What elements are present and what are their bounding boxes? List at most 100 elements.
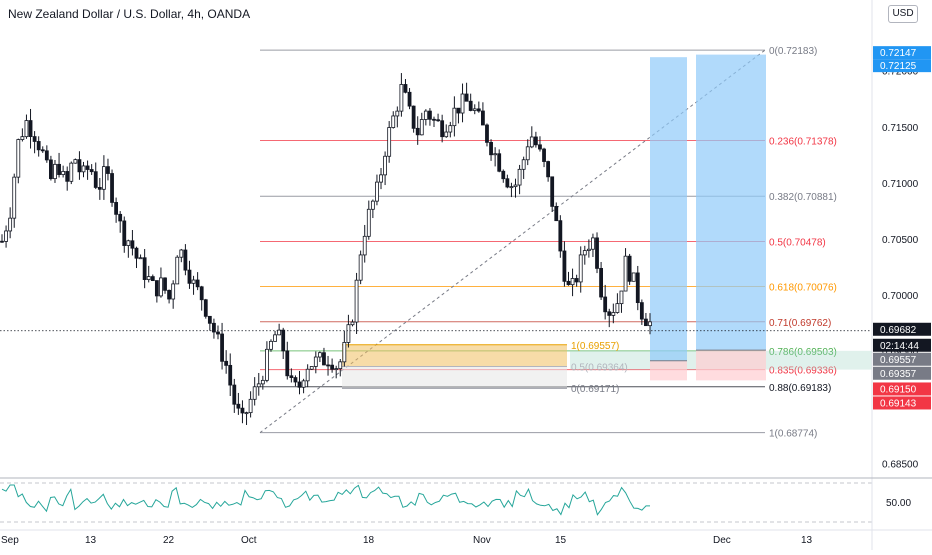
candle-body <box>411 105 416 129</box>
candle-body <box>485 124 489 143</box>
candle-body <box>591 237 595 250</box>
candle-body <box>8 217 13 232</box>
fib-level-label: 0.236(0.71378) <box>769 136 837 147</box>
price-label: 0.72125 <box>880 61 917 72</box>
box-fib-label: 1(0.69557) <box>571 341 619 352</box>
candles <box>0 73 652 425</box>
candle-body <box>32 136 37 142</box>
candle-body <box>358 254 363 281</box>
candle-body <box>342 342 347 363</box>
candle-body <box>16 139 21 178</box>
candle-body <box>399 84 404 112</box>
candle-body <box>607 311 612 316</box>
candle-body <box>40 149 45 152</box>
projection-loss-zone[interactable] <box>650 360 687 381</box>
candle-body <box>305 368 310 382</box>
candle-body <box>212 322 216 333</box>
candle-body <box>582 250 587 256</box>
candle-body <box>493 153 498 156</box>
candle-body <box>65 171 70 182</box>
candle-body <box>497 153 502 172</box>
candle-body <box>472 108 477 111</box>
candle-body <box>73 159 78 164</box>
price-label: 0.69357 <box>880 369 917 380</box>
box-fib-upper-zone <box>342 344 567 367</box>
time-tick-label: 13 <box>801 535 813 546</box>
box-fib-lower-zone <box>342 366 567 389</box>
price-label: 0.69143 <box>880 398 917 409</box>
candle-body <box>273 334 277 342</box>
time-tick-label: 18 <box>363 535 375 546</box>
candle-body <box>93 171 98 188</box>
candle-body <box>154 280 159 297</box>
candle-body <box>570 278 575 286</box>
projection-profit-zone[interactable] <box>650 57 687 361</box>
price-tick-label: 0.70500 <box>882 235 919 246</box>
price-label-bg <box>873 366 931 380</box>
candle-body <box>106 166 110 174</box>
candle-body <box>97 187 102 190</box>
candle-body <box>44 150 49 161</box>
box-fib-retracement[interactable]: 1(0.69557) 0.5(0.69364) 0(0.69171) <box>342 341 628 395</box>
candle-body <box>220 333 224 362</box>
candle-body <box>627 255 632 282</box>
fib-level-label: 0(0.72183) <box>769 46 817 57</box>
candle-body <box>444 131 449 138</box>
candle-body <box>49 159 53 180</box>
projection-profit-zone[interactable] <box>696 54 766 351</box>
projection-boxes[interactable] <box>650 54 766 381</box>
candle-body <box>163 277 167 291</box>
candle-body <box>334 368 339 371</box>
candle-body <box>460 93 465 114</box>
price-tick-label: 0.71000 <box>882 179 919 190</box>
candle-body <box>224 360 229 366</box>
candle-body <box>546 161 551 178</box>
candle-body <box>191 279 196 284</box>
candle-body <box>36 141 41 151</box>
time-tick-label: Sep <box>1 535 19 546</box>
candle-body <box>505 178 510 188</box>
candle-body <box>407 91 412 107</box>
candle-body <box>354 279 359 323</box>
rsi-level-label: 50.00 <box>886 498 911 509</box>
candle-body <box>366 208 371 237</box>
candle-body <box>648 321 652 327</box>
candle-body <box>423 110 428 120</box>
time-axis[interactable]: Sep 13 22 Oct 18 Nov 15 Dec 13 <box>1 535 813 546</box>
chart-title: New Zealand Dollar / U.S. Dollar, 4h, OA… <box>8 7 251 21</box>
candle-body <box>611 312 616 316</box>
box-fib-label: 0(0.69171) <box>571 384 619 395</box>
candle-body <box>542 148 546 162</box>
price-label-bg <box>873 338 931 352</box>
candle-body <box>134 247 139 259</box>
candle-body <box>256 383 261 388</box>
candle-body <box>301 380 306 388</box>
candle-body <box>586 248 591 251</box>
projection-loss-zone[interactable] <box>696 350 766 381</box>
candle-body <box>375 181 379 202</box>
candle-body <box>232 384 237 405</box>
candle-body <box>53 163 57 180</box>
candle-body <box>130 240 135 249</box>
candle-body <box>558 220 563 252</box>
candle-body <box>419 119 424 136</box>
candle-body <box>383 155 387 176</box>
candle-body <box>248 398 253 414</box>
rsi-pane[interactable]: 50.00 <box>0 482 911 523</box>
candle-body <box>448 125 453 133</box>
price-tick-label: 0.68500 <box>882 459 919 470</box>
price-label: 0.69682 <box>880 325 917 336</box>
currency-button[interactable]: USD <box>888 5 918 23</box>
fib-level-label: 0.618(0.70076) <box>769 283 837 294</box>
price-label-bg <box>873 352 931 366</box>
candle-body <box>635 272 640 304</box>
candle-body <box>0 240 4 243</box>
candle-body <box>517 168 522 186</box>
candle-body <box>28 120 33 137</box>
time-tick-label: 15 <box>555 535 567 546</box>
candle-body <box>603 296 608 313</box>
time-tick-label: 13 <box>85 535 97 546</box>
